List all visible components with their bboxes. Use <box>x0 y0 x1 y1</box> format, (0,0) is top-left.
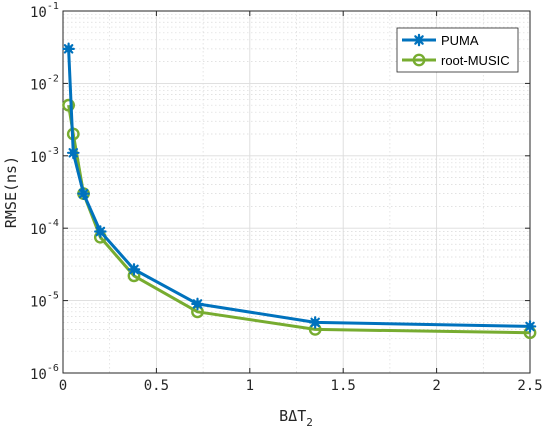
y-tick-label: 10-3 <box>30 146 59 166</box>
x-tick-label: 1 <box>246 378 254 394</box>
legend-item-root-music: root-MUSIC <box>402 53 510 68</box>
data-point-puma <box>523 320 537 333</box>
series-line-puma <box>67 48 531 328</box>
series-line-root-music <box>67 104 531 335</box>
series-puma <box>62 42 537 333</box>
x-axis-ticks: 0 0.5 1 1.5 2 2.5 <box>59 11 543 394</box>
legend-symbol-puma <box>412 33 426 47</box>
legend-marker-puma <box>412 33 426 47</box>
y-axis-ticks: 10-6 10-5 10-4 10-3 10-2 10-1 <box>30 1 530 383</box>
legend: PUMA root-MUSIC <box>396 27 519 73</box>
y-tick-label: 10-1 <box>30 1 59 21</box>
data-point-puma <box>127 263 141 276</box>
y-tick-label: 10-2 <box>30 73 59 93</box>
x-axis-label: BΔT2 <box>279 407 313 429</box>
y-tick-label: 10-5 <box>30 291 59 311</box>
data-point-puma <box>94 225 107 238</box>
legend-symbol-root-music <box>412 53 426 67</box>
plot-frame <box>62 10 531 374</box>
legend-item-puma: PUMA <box>402 33 479 48</box>
legend-label-root-music: root-MUSIC <box>441 53 510 68</box>
data-point-puma <box>62 42 75 56</box>
data-point-root-music <box>62 98 76 112</box>
legend-label-puma: PUMA <box>441 33 479 48</box>
data-point-puma <box>308 316 322 329</box>
x-axis-label-subscript: 2 <box>306 416 313 429</box>
x-tick-label: 1.5 <box>331 378 356 394</box>
x-tick-label: 2 <box>432 378 440 394</box>
data-point-puma <box>191 297 204 311</box>
y-tick-label: 10-6 <box>30 363 59 383</box>
x-tick-label: 2.5 <box>517 378 542 394</box>
y-tick-label: 10-4 <box>30 218 59 238</box>
series-layer <box>62 42 537 340</box>
x-tick-label: 0.5 <box>144 378 169 394</box>
data-point-puma <box>66 146 80 160</box>
y-axis-label: RMSE(ns) <box>2 156 20 228</box>
data-point-puma <box>77 187 90 200</box>
minor-grid <box>63 11 530 373</box>
x-axis-label-main: BΔT <box>279 407 306 425</box>
legend-marker-root-music <box>412 53 426 67</box>
x-tick-label: 0 <box>59 378 67 394</box>
